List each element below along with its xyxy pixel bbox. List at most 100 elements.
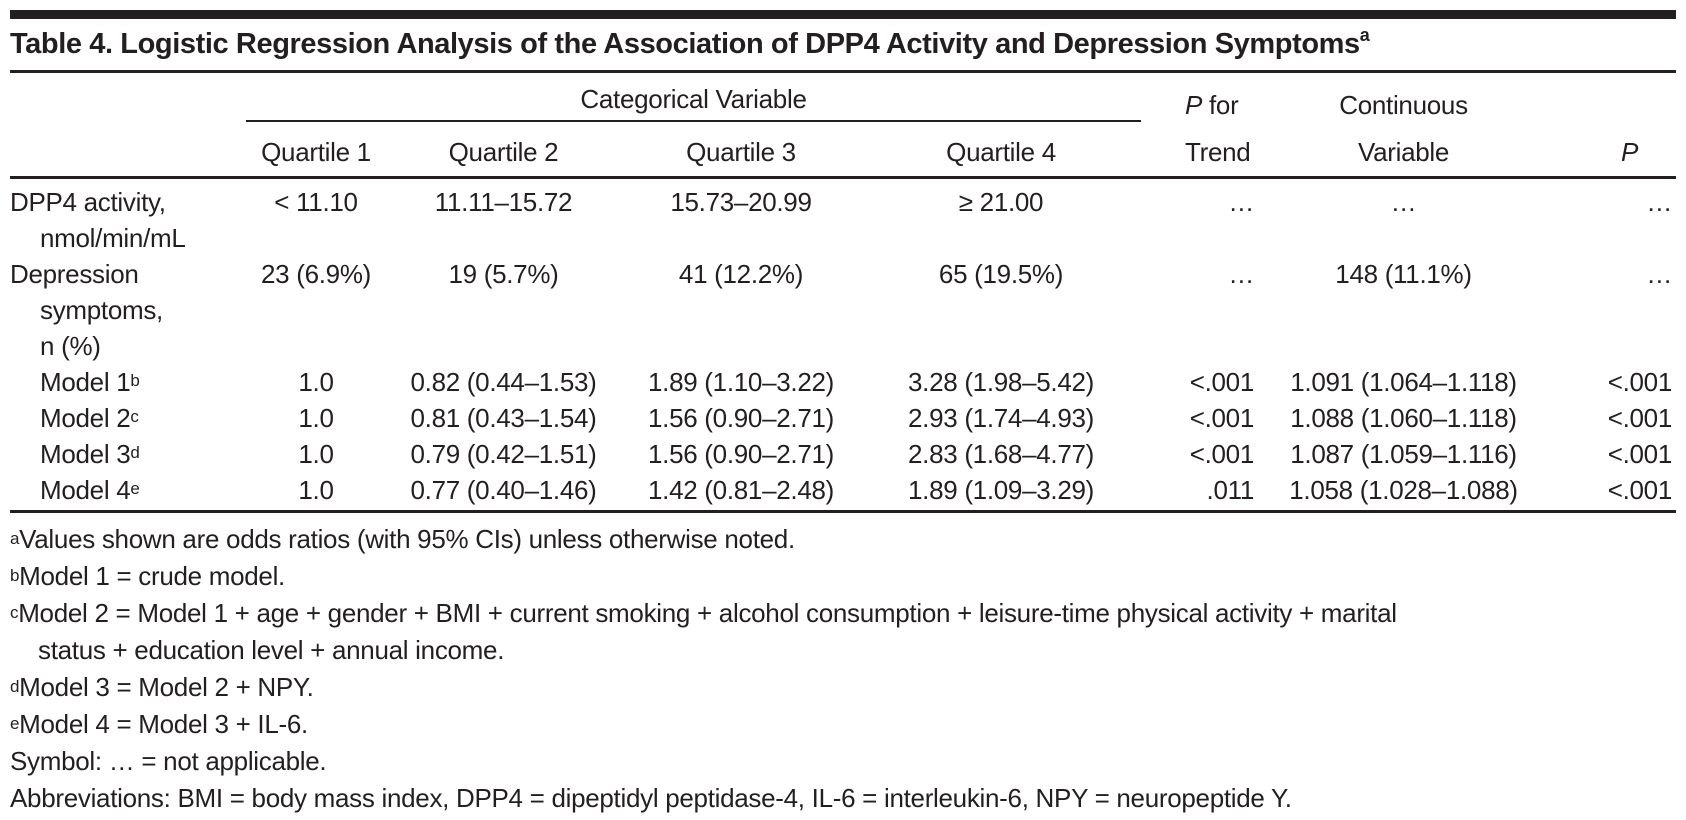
footnotes-section: aValues shown are odds ratios (with 95% … bbox=[10, 513, 1676, 820]
row-label-line: Model 4e bbox=[10, 472, 246, 508]
table-row-dpp4-activity: DPP4 activity, nmol/min/mL < 11.10 11.11… bbox=[10, 178, 1676, 257]
continuous-header-line1: Continuous bbox=[1339, 90, 1468, 120]
table-cell: 23 (6.9%) bbox=[260, 259, 372, 289]
header-empty-cell bbox=[10, 121, 246, 179]
footnote-d: dModel 3 = Model 2 + NPY. bbox=[10, 669, 1676, 706]
row-label: Model 2c bbox=[10, 400, 246, 436]
table-cell: <.001 bbox=[1189, 439, 1255, 469]
footnote-c: cModel 2 = Model 1 + age + gender + BMI … bbox=[10, 595, 1676, 632]
footnote-text: Symbol: … = not applicable. bbox=[10, 746, 327, 776]
table-cell: 11.11–15.72 bbox=[434, 187, 573, 217]
p-italic: P bbox=[1185, 90, 1203, 120]
model-label: Model 2 bbox=[40, 403, 131, 433]
footnote-marker: e bbox=[10, 714, 20, 733]
row-label-line: symptoms, bbox=[40, 295, 163, 325]
table-cell: 1.42 (0.81–2.48) bbox=[621, 472, 861, 513]
footnote-marker: a bbox=[10, 529, 20, 548]
footnote-text: Model 3 = Model 2 + NPY. bbox=[19, 672, 314, 702]
footnote-marker: d bbox=[10, 677, 20, 696]
footnote-text: Model 2 = Model 1 + age + gender + BMI +… bbox=[18, 598, 1397, 628]
table-top-bar bbox=[10, 10, 1676, 19]
p-header: P bbox=[1551, 121, 1677, 179]
footnote-text: Abbreviations: BMI = body mass index, DP… bbox=[10, 783, 1292, 813]
table-cell: 1.56 (0.90–2.71) bbox=[647, 403, 834, 433]
row-label: Model 4e bbox=[10, 472, 246, 513]
table-cell: <.001 bbox=[1607, 439, 1673, 469]
model-label: Model 3 bbox=[40, 439, 131, 469]
table-cell: 1.89 (1.10–3.22) bbox=[647, 367, 834, 397]
quartile-2-header: Quartile 2 bbox=[386, 121, 621, 179]
table-cell: 1.0 bbox=[246, 472, 386, 513]
table-cell: 19 (5.7%) bbox=[448, 259, 559, 289]
model-label: Model 1 bbox=[40, 367, 131, 397]
table-cell: … bbox=[1646, 187, 1673, 217]
footnote-e: eModel 4 = Model 3 + IL-6. bbox=[10, 706, 1676, 743]
row-label-line: Model 3d bbox=[10, 436, 246, 472]
header-column-row: Quartile 1 Quartile 2 Quartile 3 Quartil… bbox=[10, 121, 1677, 179]
row-label-line: n (%) bbox=[40, 331, 101, 361]
row-label-line: Model 2c bbox=[10, 400, 246, 436]
table-cell: 1.087 (1.059–1.116) bbox=[1290, 439, 1517, 469]
row-label-line: Depression bbox=[10, 259, 139, 289]
footnote-marker: b bbox=[10, 566, 20, 585]
table-cell: … bbox=[1646, 259, 1673, 289]
table-row-model-4: Model 4e 1.0 0.77 (0.40–1.46) 1.42 (0.81… bbox=[10, 472, 1677, 513]
table-cell: .011 bbox=[1141, 472, 1257, 513]
table-cell: … bbox=[1228, 187, 1255, 217]
row-label: DPP4 activity, nmol/min/mL bbox=[10, 178, 246, 257]
table-cell: <.001 bbox=[1189, 403, 1255, 433]
table-cell: 1.0 bbox=[298, 439, 334, 469]
table-cell: 0.77 (0.40–1.46) bbox=[386, 472, 621, 513]
logistic-regression-table: Categorical Variable P for Continuous Qu… bbox=[10, 73, 1677, 513]
row-label-line: Model 1b bbox=[10, 364, 246, 400]
table-cell: 148 (11.1%) bbox=[1335, 259, 1472, 289]
footnote-c-continuation: status + education level + annual income… bbox=[38, 635, 505, 665]
table-cell: 0.79 (0.42–1.51) bbox=[410, 439, 597, 469]
table-cell: 1.89 (1.09–3.29) bbox=[861, 472, 1142, 513]
row-label-line: nmol/min/mL bbox=[40, 223, 186, 253]
table-cell: 41 (12.2%) bbox=[678, 259, 804, 289]
table-cell: <.001 bbox=[1607, 367, 1673, 397]
table-row-model-3: Model 3d 1.0 0.79 (0.42–1.51) 1.56 (0.90… bbox=[10, 436, 1676, 472]
table-body: DPP4 activity, nmol/min/mL < 11.10 11.11… bbox=[10, 178, 1677, 513]
table-cell: 3.28 (1.98–5.42) bbox=[908, 367, 1095, 397]
quartile-1-header: Quartile 1 bbox=[246, 121, 386, 179]
model-footnote-marker: d bbox=[130, 443, 140, 462]
row-label-line: DPP4 activity, bbox=[10, 187, 166, 217]
table-header: Categorical Variable P for Continuous Qu… bbox=[10, 73, 1677, 179]
continuous-header-line2: Variable bbox=[1256, 121, 1552, 179]
row-label: Model 1b bbox=[10, 364, 246, 400]
row-label: Depression symptoms, n (%) bbox=[10, 256, 246, 364]
footnote-b: bModel 1 = crude model. bbox=[10, 558, 1676, 595]
model-footnote-marker: b bbox=[130, 371, 140, 390]
header-empty-cell bbox=[10, 73, 246, 121]
table-cell: 0.81 (0.43–1.54) bbox=[410, 403, 597, 433]
table-row-model-2: Model 2c 1.0 0.81 (0.43–1.54) 1.56 (0.90… bbox=[10, 400, 1676, 436]
header-empty-cell bbox=[1551, 73, 1676, 121]
footnote-marker: c bbox=[10, 603, 19, 622]
table-cell: <.001 bbox=[1189, 367, 1255, 397]
table-cell: ≥ 21.00 bbox=[958, 187, 1044, 217]
table-cell: 0.82 (0.44–1.53) bbox=[410, 367, 597, 397]
model-label: Model 4 bbox=[40, 475, 131, 505]
table-cell: 2.93 (1.74–4.93) bbox=[908, 403, 1095, 433]
quartile-3-header: Quartile 3 bbox=[621, 121, 861, 179]
table-cell: … bbox=[1228, 259, 1255, 289]
categorical-variable-spanner: Categorical Variable bbox=[246, 73, 1142, 122]
footnote-text: Values shown are odds ratios (with 95% C… bbox=[19, 524, 795, 554]
table-row-model-1: Model 1b 1.0 0.82 (0.44–1.53) 1.89 (1.10… bbox=[10, 364, 1676, 400]
quartile-4-header: Quartile 4 bbox=[861, 121, 1142, 179]
table-cell: 1.0 bbox=[298, 403, 334, 433]
footnote-text: Model 4 = Model 3 + IL-6. bbox=[19, 709, 308, 739]
model-footnote-marker: c bbox=[130, 407, 139, 426]
table-row-depression-symptoms: Depression symptoms, n (%) 23 (6.9%) 19 … bbox=[10, 256, 1676, 364]
table-cell: … bbox=[1390, 187, 1417, 217]
table-title: Table 4. Logistic Regression Analysis of… bbox=[10, 19, 1676, 73]
footnote-symbol: Symbol: … = not applicable. bbox=[10, 743, 1676, 780]
table-cell: 2.83 (1.68–4.77) bbox=[908, 439, 1095, 469]
header-spanner-row: Categorical Variable P for Continuous bbox=[10, 73, 1676, 122]
table-cell: 15.73–20.99 bbox=[670, 187, 812, 217]
footnote-text: Model 1 = crude model. bbox=[19, 561, 285, 591]
table-cell: <.001 bbox=[1551, 472, 1677, 513]
